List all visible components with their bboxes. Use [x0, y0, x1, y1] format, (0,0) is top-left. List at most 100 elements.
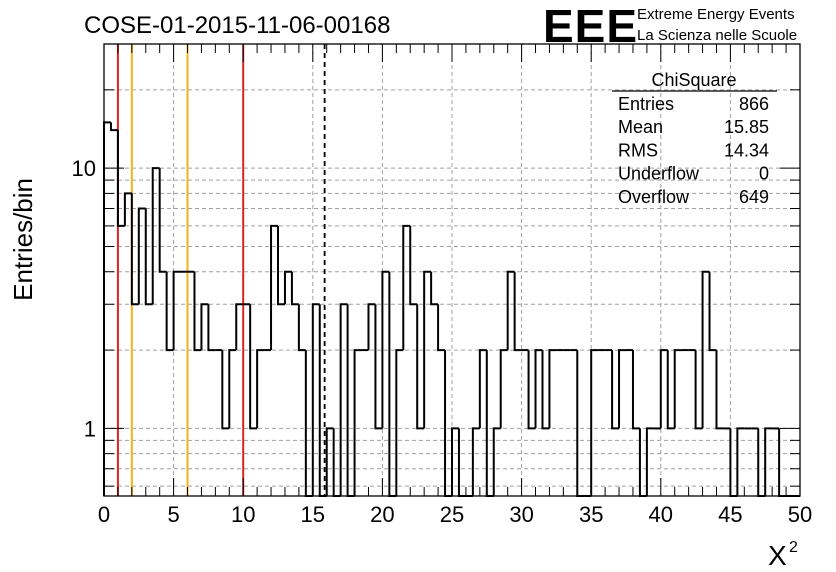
stats-row-value: 15.85 [724, 117, 769, 137]
histogram-bin [381, 270, 390, 429]
histogram-bin [645, 427, 654, 496]
stats-box: ChiSquare Entries 866 Mean 15.85 RMS 14.34 Und… [612, 70, 777, 207]
histogram-bin [611, 350, 620, 430]
histogram-bin [228, 349, 237, 429]
svg-text:X: X [768, 540, 787, 571]
histogram-bin [701, 270, 710, 429]
histogram-bin [395, 349, 404, 496]
org-name-line2: La Scienza nelle Scuole [637, 27, 797, 44]
x-tick-label: 10 [231, 502, 255, 527]
histogram-bin [631, 350, 640, 430]
stats-row-label: Entries [618, 94, 674, 114]
histogram-bin [193, 271, 202, 352]
histogram-bin [318, 304, 327, 497]
histogram-bin [165, 271, 174, 352]
stats-row-value: 14.34 [724, 140, 769, 160]
histogram-bin [471, 427, 480, 496]
histogram-bin [130, 193, 139, 306]
histogram-bin [666, 350, 675, 430]
histogram-bin [144, 208, 153, 306]
stats-box-name: ChiSquare [651, 70, 736, 90]
x-tick-label: 45 [718, 502, 742, 527]
histogram-bin [673, 349, 682, 429]
stats-row-value: 649 [739, 187, 769, 207]
histogram-bin [123, 192, 132, 226]
stats-row-label: Mean [618, 117, 663, 137]
histogram-bin [388, 271, 397, 497]
histogram-bin [576, 350, 585, 497]
org-name-line1: Extreme Energy Events [637, 6, 795, 23]
x-tick-label: 50 [788, 502, 812, 527]
stats-row-value: 0 [759, 164, 769, 184]
eee-logo: EEE [543, 0, 638, 52]
histogram-bin [311, 303, 320, 496]
histogram-bin [444, 350, 452, 497]
histogram-bin [499, 349, 508, 429]
stats-row-label: RMS [618, 140, 658, 160]
histogram-bin [256, 349, 265, 429]
histogram-bin [541, 350, 550, 430]
y-tick-label: 10 [72, 156, 96, 181]
histogram-bin [659, 349, 668, 429]
histogram-bin [694, 350, 703, 430]
histogram-bin [304, 350, 313, 497]
histogram-bin [548, 349, 557, 429]
x-tick-label: 40 [649, 502, 673, 527]
histogram-bin [492, 427, 501, 496]
histogram-bin [437, 304, 446, 352]
histogram-bin [374, 304, 383, 430]
histogram-bin [506, 270, 515, 351]
x-axis-title: X 2 [768, 539, 798, 571]
x-tick-label: 0 [98, 502, 110, 527]
histogram-bin [534, 349, 543, 429]
histogram-bin [423, 270, 432, 429]
histogram-bin [367, 303, 376, 351]
x-tick-label: 35 [579, 502, 603, 527]
histogram-bin [290, 271, 299, 306]
histogram-bin [277, 225, 285, 306]
histogram-bin [137, 207, 146, 305]
x-tick-label: 20 [370, 502, 394, 527]
histogram-bin [346, 304, 355, 497]
axis-ticks [103, 43, 801, 496]
y-axis-title: Entries/bin [8, 178, 38, 301]
histogram-bin [283, 270, 292, 305]
histogram-bin [715, 350, 724, 430]
histogram-bins [103, 121, 800, 497]
x-tick-label: 30 [509, 502, 533, 527]
stats-row-label: Underflow [618, 164, 700, 184]
histogram-bin [708, 271, 717, 352]
histogram-bin [590, 349, 599, 496]
histogram-bin [207, 304, 216, 352]
histogram-bin [430, 271, 439, 306]
histogram-bin [451, 427, 459, 496]
histogram-bin [297, 304, 306, 352]
svg-text:2: 2 [789, 539, 798, 556]
histogram-bin [109, 122, 118, 132]
y-tick-label: 1 [84, 416, 96, 441]
histogram-bin [416, 304, 425, 430]
x-tick-label: 5 [167, 502, 179, 527]
histogram-bin [527, 350, 536, 430]
histogram-bin [353, 349, 362, 496]
histogram-bin [200, 303, 209, 351]
histogram-bin [736, 427, 745, 496]
chart-title: COSE-01-2015-11-06-00168 [84, 12, 390, 39]
x-tick-label: 25 [440, 502, 464, 527]
histogram-bin [270, 224, 278, 351]
histogram-bin [325, 427, 334, 496]
histogram-bin [221, 350, 230, 430]
x-tick-label: 15 [301, 502, 325, 527]
histogram-bin [764, 427, 773, 496]
histogram-bin [339, 303, 348, 496]
histogram-bin [116, 130, 125, 227]
axis-tick-labels: 0 5 10 15 20 25 30 35 40 45 50 1 10 [72, 156, 813, 527]
stats-row-value: 866 [739, 94, 769, 114]
stats-row-label: Overflow [618, 187, 690, 207]
histogram-bin [249, 304, 258, 430]
histogram-bin [513, 271, 522, 352]
histogram-bin [409, 225, 418, 306]
histogram-bin [235, 303, 244, 351]
histogram-bin [478, 349, 487, 429]
